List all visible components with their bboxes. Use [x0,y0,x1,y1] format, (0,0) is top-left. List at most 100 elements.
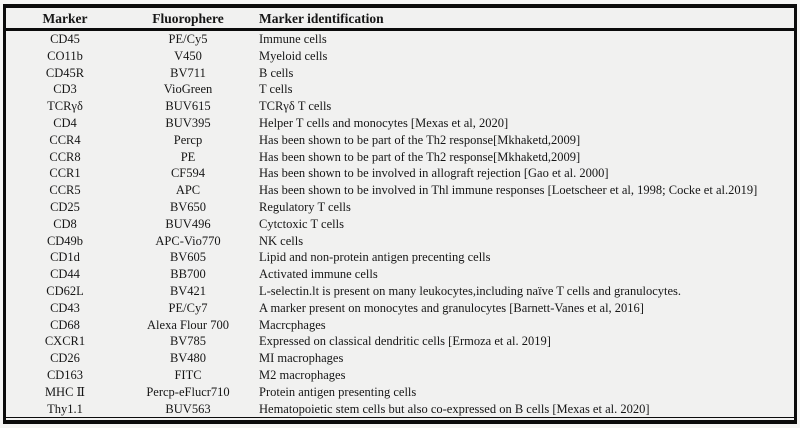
table-row: CD45R BV711 B cells [6,65,794,82]
marker-cell: TCRγδ [47,99,83,114]
marker-cell: CD3 [53,82,77,97]
fluorophore-cell: APC-Vio770 [155,233,221,248]
identification-cell: Myeloid cells [259,48,328,63]
col-header-fluorophore: Fluorophere [124,8,252,31]
marker-cell: MHC Ⅱ [44,384,86,399]
table-row: TCRγδ BUV615 TCRγδ T cells [6,98,794,115]
table-row: CD45 PE/Cy5 Immune cells [6,30,794,48]
fluorophore-cell: BV421 [169,283,207,298]
identification-cell: Immune cells [259,32,327,46]
fluorophore-cell: V450 [174,48,202,63]
table-row: CD68 Alexa Flour 700 Macrcphages [6,317,794,334]
marker-cell: CCR1 [49,166,81,181]
identification-cell: B cells [259,65,294,80]
fluorophore-cell: BUV395 [165,115,211,130]
fluorophore-cell: APC [175,183,201,198]
identification-cell: Protein antigen presenting cells [259,384,417,399]
table-body: CD45 PE/Cy5 Immune cells CO11b V450 Myeloid c… [6,30,794,419]
table-row: CD3 VioGreen T cells [6,81,794,98]
marker-cell: CCR4 [49,132,81,147]
fluorophore-cell: PE/Cy7 [168,300,208,315]
fluorophore-cell: PE [180,149,196,164]
col-header-identification: Marker identification [252,8,794,31]
fluorophore-cell: VioGreen [163,82,213,97]
identification-cell: Regulatory T cells [259,199,351,214]
identification-cell: A marker present on monocytes and granul… [259,300,644,315]
identification-cell: Lipid and non-protein antigen precenting… [259,250,491,265]
col-header-marker: Marker [6,8,124,31]
marker-cell: CD25 [50,199,80,214]
marker-table: Marker Fluorophere Marker identification… [6,8,794,419]
fluorophore-cell: BV480 [169,351,207,366]
marker-cell: CD62L [46,283,84,298]
fluorophore-cell: BB700 [170,267,206,282]
fluorophore-cell: BV650 [169,199,207,214]
table-row: CD1d BV605 Lipid and non-protein antigen p… [6,249,794,266]
header-row: Marker Fluorophere Marker identification [6,8,794,31]
marker-cell: CD49b [46,233,84,248]
marker-cell: CD45R [45,65,85,80]
fluorophore-cell: BV605 [169,250,207,265]
fluorophore-cell: BV711 [170,65,206,80]
identification-cell: Expressed on classical dendritic cells [… [259,334,551,349]
table-row: CCR8 PE Has been shown to be part of the T… [6,149,794,166]
marker-cell: CD45 [50,32,80,46]
identification-cell: M2 macrophages [259,367,346,382]
marker-cell: CD163 [46,367,84,382]
identification-cell: Has been shown to be part of the Th2 res… [259,149,581,164]
table-row: CCR4 Percp Has been shown to be part of th… [6,132,794,149]
table-row: CD44 BB700 Activated immune cells [6,266,794,283]
fluorophore-cell: BUV563 [124,400,252,419]
identification-cell: Hematopoietic stem cells but also co-exp… [252,400,794,419]
table-row: CD4 BUV395 Helper T cells and monocytes [M… [6,115,794,132]
marker-table-frame: Marker Fluorophere Marker identification… [3,4,797,424]
marker-cell: CXCR1 [44,334,86,349]
table-row: CCR5 APC Has been shown to be involved in … [6,182,794,199]
identification-cell: Macrcphages [259,317,326,332]
marker-cell: Thy1.1 [6,400,124,419]
table-row: CD49b APC-Vio770 NK cells [6,233,794,250]
fluorophore-cell: BUV615 [165,99,211,114]
table-row: CD43 PE/Cy7 A marker present on monocytes … [6,300,794,317]
identification-cell: Has been shown to be part of the Th2 res… [259,132,581,147]
marker-cell: CCR8 [49,149,81,164]
identification-cell: NK cells [259,233,304,248]
identification-cell: MI macrophages [259,351,344,366]
identification-cell: Helper T cells and monocytes [Mexas et a… [259,115,509,130]
fluorophore-cell: Percp [173,132,203,147]
identification-cell: Has been shown to be involved in allogra… [259,166,609,181]
marker-cell: CD1d [50,250,80,265]
fluorophore-cell: FITC [174,367,202,382]
identification-cell: Has been shown to be involved in Thl imm… [259,183,758,198]
marker-cell: CD8 [53,216,77,231]
marker-cell: CCR5 [49,183,81,198]
fluorophore-cell: Percp-eFlucr710 [146,384,230,399]
table-row: CCR1 CF594 Has been shown to be involved i… [6,165,794,182]
table-row: CD26 BV480 MI macrophages [6,350,794,367]
identification-cell: T cells [259,82,293,97]
marker-cell: CD68 [50,317,80,332]
fluorophore-cell: PE/Cy5 [168,32,208,46]
fluorophore-cell: BUV496 [165,216,211,231]
marker-cell: CD44 [50,267,80,282]
marker-cell: CD26 [50,351,80,366]
table-row: CXCR1 BV785 Expressed on classical dendrit… [6,333,794,350]
table-row: CD25 BV650 Regulatory T cells [6,199,794,216]
identification-cell: Cytctoxic T cells [259,216,344,231]
marker-cell: CO11b [47,48,83,63]
fluorophore-cell: BV785 [169,334,207,349]
identification-cell: Activated immune cells [259,267,378,282]
fluorophore-cell: Alexa Flour 700 [147,317,229,332]
identification-cell: L-selectin.lt is present on many leukocy… [259,283,681,298]
table-row: Thy1.1 BUV563 Hematopoietic stem cells but… [6,400,794,419]
marker-cell: CD4 [53,115,77,130]
table-row: CD62L BV421 L-selectin.lt is present on ma… [6,283,794,300]
table-row: CD163 FITC M2 macrophages [6,367,794,384]
table-row: CD8 BUV496 Cytctoxic T cells [6,216,794,233]
table-row: MHC Ⅱ Percp-eFlucr710 Protein antigen pres… [6,384,794,401]
fluorophore-cell: CF594 [170,166,206,181]
table-row: CO11b V450 Myeloid cells [6,48,794,65]
identification-cell: TCRγδ T cells [259,99,332,114]
marker-cell: CD43 [50,300,80,315]
